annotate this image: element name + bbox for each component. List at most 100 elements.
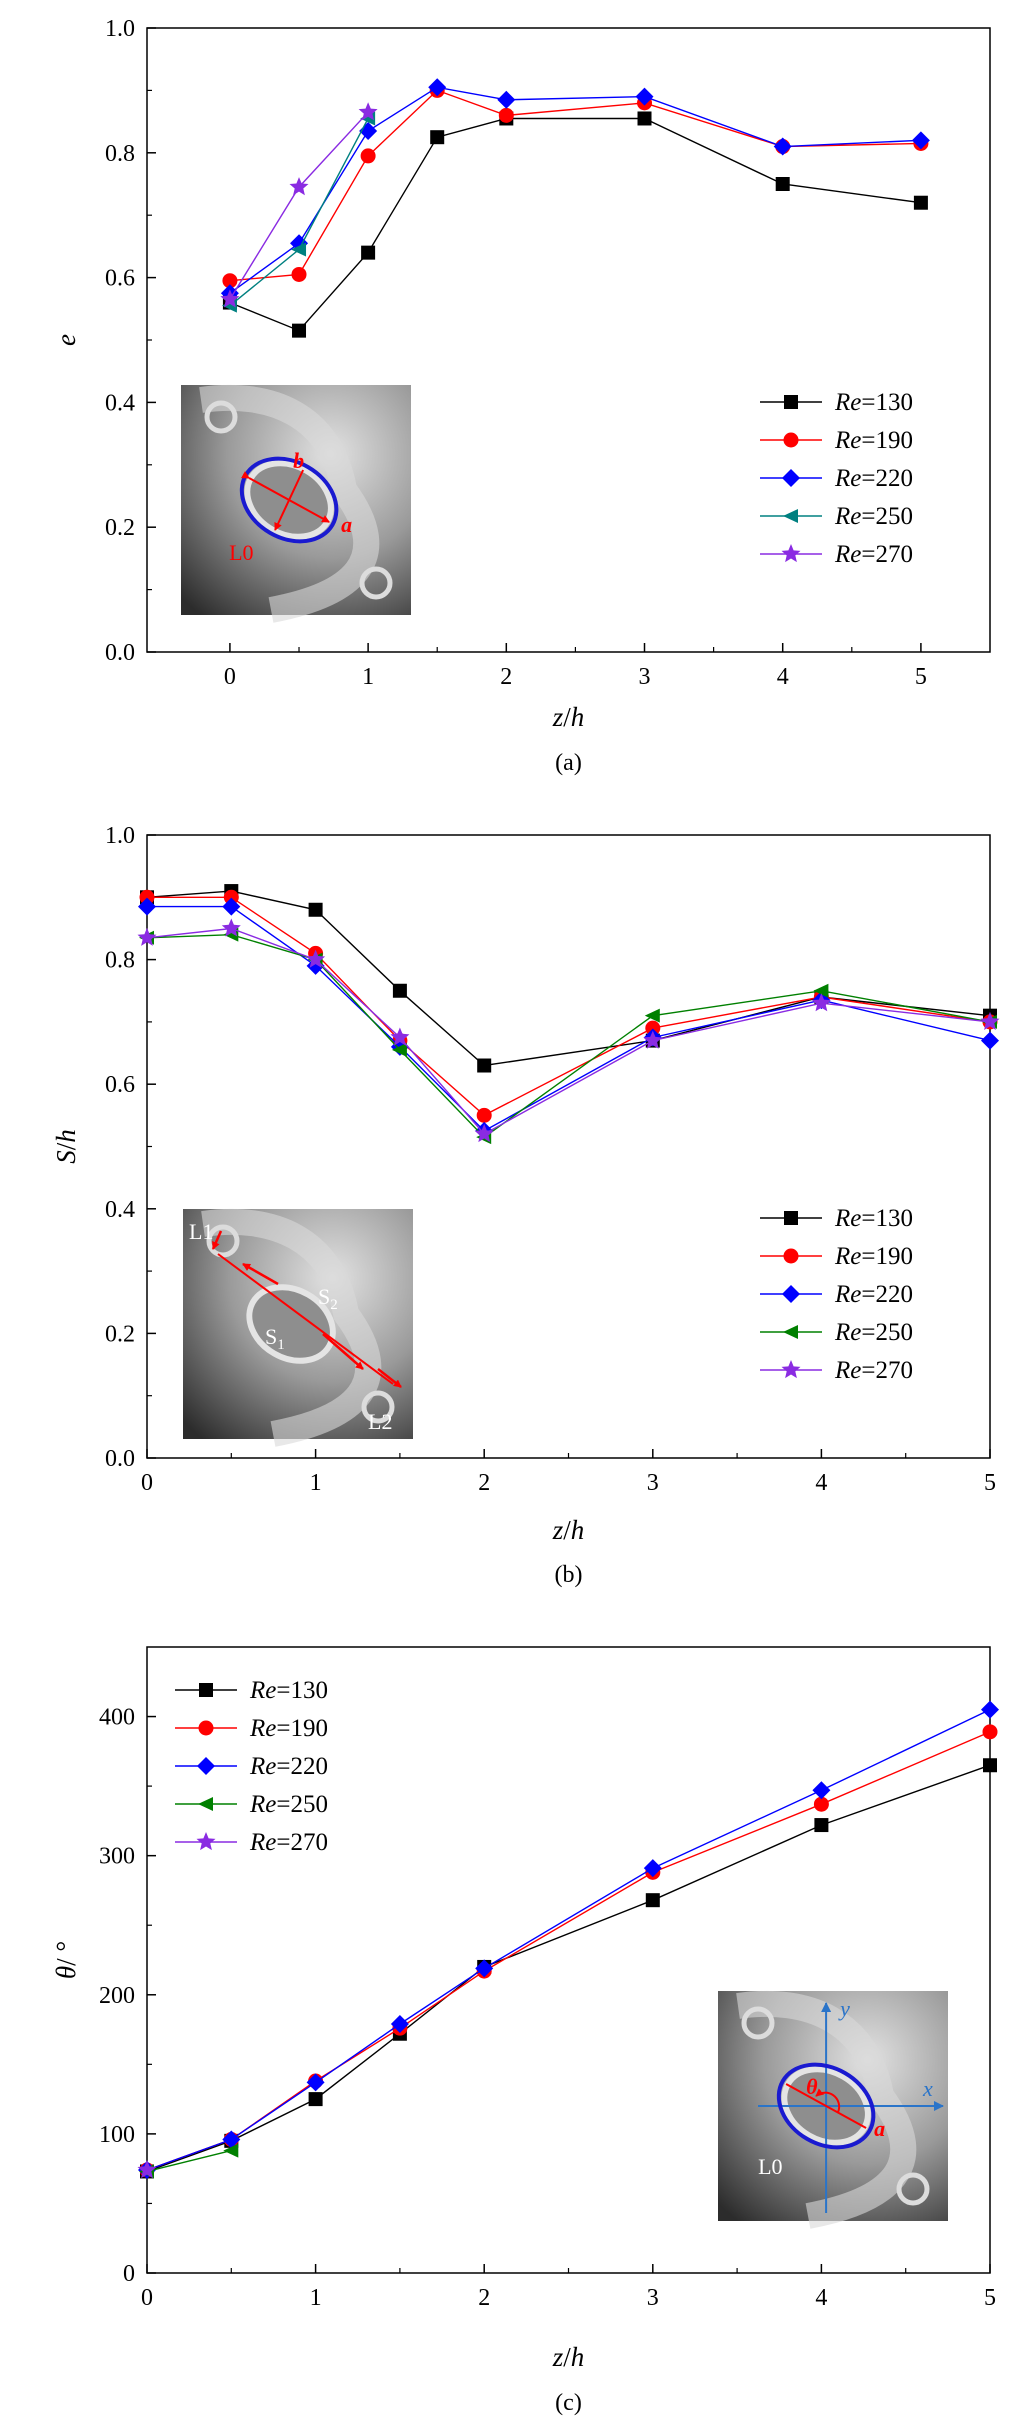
x-tick-label: 4 [815, 1470, 827, 1496]
data-point [308, 902, 323, 917]
y-tick-label: 200 [99, 1983, 135, 2009]
inset-ellipse [246, 1284, 336, 1364]
legend-marker [783, 1325, 798, 1339]
series-line [229, 89, 921, 282]
data-point [220, 289, 240, 308]
series-Re=220 [220, 78, 930, 303]
legend-marker [196, 1832, 216, 1851]
data-point [813, 983, 829, 998]
y-tick-label: 0.0 [105, 640, 135, 666]
legend-marker [783, 509, 798, 523]
legend-marker [782, 1285, 800, 1303]
y-tick-label: 0 [123, 2261, 135, 2287]
inset-label: a [341, 512, 352, 537]
y-tick-label: 0.8 [105, 141, 135, 167]
vortex-spiral [206, 1224, 240, 1258]
data-point [289, 177, 309, 196]
data-point [644, 1008, 660, 1023]
data-point [813, 1796, 829, 1812]
data-point [497, 90, 516, 109]
panel-caption: (c) [555, 2390, 582, 2416]
inset-label: a [874, 2116, 885, 2141]
series-Re=220 [138, 1700, 999, 2180]
series-Re=190 [222, 82, 929, 289]
data-point [222, 273, 238, 289]
legend-label: Re=130 [834, 389, 913, 416]
series-line [229, 117, 921, 332]
data-point [981, 1031, 999, 1050]
panel-caption: (b) [555, 1562, 583, 1588]
x-tick-label: 1 [362, 664, 374, 690]
dimension-arrow [242, 1262, 279, 1286]
y-axis-label: S/h [51, 1129, 81, 1164]
series-line [146, 927, 991, 1135]
x-tick-label: 0 [224, 664, 236, 690]
inset-image: y x θ a L0 [718, 1990, 948, 2229]
dimension-arrow [211, 1230, 223, 1250]
data-point [291, 266, 307, 282]
legend-label: Re=130 [249, 1677, 328, 1704]
x-tick-label: 4 [815, 2285, 827, 2311]
series-Re=250 [221, 111, 376, 313]
vortex-band [201, 1208, 382, 1447]
y-tick-label: 100 [99, 2122, 135, 2148]
data-point [983, 1758, 997, 1773]
legend-label: Re=270 [249, 1829, 328, 1856]
y-tick-label: 0.2 [105, 515, 135, 541]
vortex-spiral [741, 2006, 775, 2040]
data-point [913, 195, 928, 210]
data-point [137, 2160, 157, 2179]
x-tick-label: 5 [984, 2285, 996, 2311]
legend: Re=130 Re=190 Re=220 Re=250 Re=270 [760, 1205, 913, 1384]
x-tick-label: 5 [915, 664, 927, 690]
series-Re=250 [139, 2143, 239, 2179]
x-axis-label: z/h [552, 1515, 585, 1545]
y-tick-label: 1.0 [105, 16, 135, 42]
vortex-spiral [896, 2172, 930, 2206]
inset-label: y [838, 1996, 850, 2021]
data-point [306, 2073, 325, 2092]
angle-arc [815, 2088, 841, 2113]
data-point [222, 897, 241, 916]
data-point [981, 1700, 999, 1719]
inset-label: x [922, 2076, 933, 2101]
data-point [476, 1107, 492, 1123]
series-Re=270 [220, 102, 378, 308]
vortex-spiral [359, 566, 393, 600]
data-point [430, 130, 445, 145]
data-point [139, 889, 155, 905]
y-tick-label: 0.8 [105, 948, 135, 974]
legend: Re=130 Re=190 Re=220 Re=250 Re=270 [760, 389, 913, 568]
data-point [814, 1818, 829, 1833]
inset-label: θ [806, 2074, 818, 2099]
data-point [980, 1011, 1000, 1030]
legend-marker [781, 544, 801, 563]
legend-label: Re=190 [249, 1715, 328, 1742]
legend-label: Re=270 [834, 541, 913, 568]
y-tick-label: 0.6 [105, 1072, 135, 1098]
data-point [911, 131, 930, 150]
data-point [645, 1893, 660, 1908]
y-axis-label: θ/ ° [51, 1941, 81, 1979]
data-point [392, 983, 407, 998]
x-tick-label: 3 [647, 1470, 659, 1496]
inset-label: L0 [758, 2154, 782, 2179]
x-tick-label: 3 [647, 2285, 659, 2311]
series-line [146, 933, 991, 1139]
legend-label: Re=220 [834, 465, 913, 492]
panel-caption: (a) [555, 750, 582, 776]
data-point [223, 889, 239, 905]
x-tick-label: 1 [310, 1470, 322, 1496]
data-point [643, 1859, 662, 1878]
legend-label: Re=250 [834, 503, 913, 530]
legend-marker [198, 1797, 213, 1811]
inset-label: L0 [229, 540, 253, 565]
data-point [773, 137, 792, 156]
data-point [361, 245, 376, 260]
data-point [138, 897, 156, 916]
legend-marker [784, 395, 798, 409]
data-point [775, 177, 790, 191]
distance-line [217, 1253, 394, 1385]
data-point [643, 1030, 663, 1049]
